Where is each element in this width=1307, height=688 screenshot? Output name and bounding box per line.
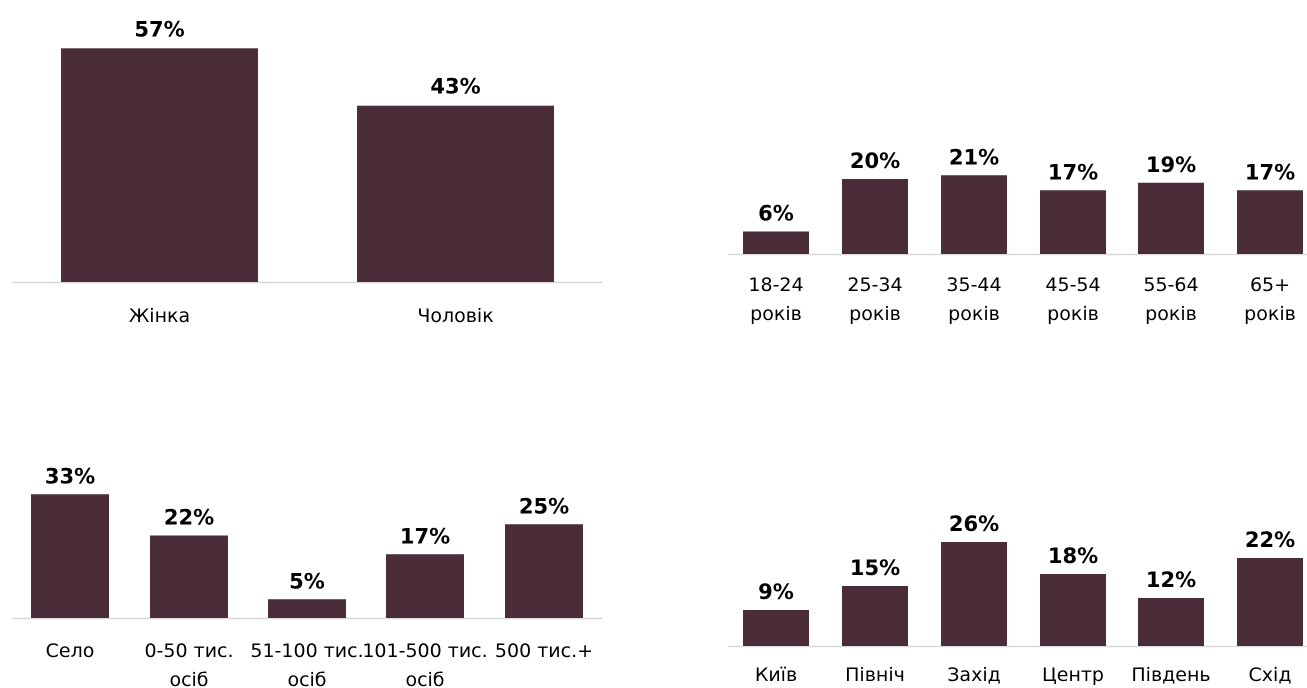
gender-chart: 57% Жінка 43% Чоловік [12, 17, 602, 327]
settlement-bar-4 [505, 524, 583, 618]
region-value-label-0: 9% [758, 580, 794, 604]
gender-category-label-0: Жінка [129, 305, 190, 327]
gender-category-label-1: Чоловік [417, 305, 493, 327]
region-category-label-3: Центр [1042, 664, 1104, 686]
region-value-label-2: 26% [949, 512, 999, 536]
gender-value-label-0: 57% [134, 17, 184, 41]
settlement-category-label-4: 500 тис.+ [495, 640, 593, 662]
age-bar-4 [1138, 182, 1204, 254]
age-value-label-4: 19% [1146, 153, 1196, 177]
region-bar-4 [1138, 598, 1204, 646]
age-value-label-2: 21% [949, 145, 999, 169]
settlement-category-label-3: 101-500 тис. осіб [362, 640, 487, 688]
region-bar-2 [941, 542, 1007, 646]
age-bar-3 [1040, 190, 1106, 254]
region-value-label-4: 12% [1146, 568, 1196, 592]
age-value-label-3: 17% [1048, 160, 1098, 184]
age-value-label-5: 17% [1245, 160, 1295, 184]
age-bar-1 [842, 179, 908, 254]
age-value-label-0: 6% [758, 202, 794, 226]
age-value-label-1: 20% [850, 149, 900, 173]
gender-bar-1 [357, 105, 554, 282]
settlement-value-label-2: 5% [289, 569, 325, 593]
region-bar-1 [842, 586, 908, 646]
settlement-value-label-0: 33% [45, 464, 95, 488]
age-category-label-2: 35-44 років [946, 274, 1001, 325]
settlement-bar-3 [386, 554, 464, 618]
settlement-value-label-4: 25% [519, 494, 569, 518]
settlement-bar-1 [150, 535, 228, 618]
age-bar-5 [1237, 190, 1303, 254]
settlement-category-label-0: Село [46, 640, 95, 662]
settlement-value-label-3: 17% [400, 524, 450, 548]
settlement-bar-0 [31, 494, 109, 618]
gender-value-label-1: 43% [430, 75, 480, 99]
region-value-label-3: 18% [1048, 544, 1098, 568]
age-category-label-5: 65+ років [1244, 274, 1296, 325]
age-category-label-4: 55-64 років [1143, 274, 1198, 325]
age-category-label-0: 18-24 років [748, 274, 803, 325]
settlement-category-label-1: 0-50 тис. осіб [144, 640, 233, 688]
age-bar-0 [743, 231, 809, 254]
region-category-label-5: Схід [1249, 664, 1292, 686]
region-category-label-0: Київ [755, 664, 797, 686]
region-category-label-2: Захід [947, 664, 1000, 686]
region-category-label-4: Південь [1131, 664, 1210, 686]
gender-bar-0 [61, 48, 258, 282]
region-chart: 9% Київ 15% Північ 26% Захід 18% Центр 12% Півден… [728, 512, 1307, 686]
region-bar-3 [1040, 574, 1106, 646]
region-bar-0 [743, 610, 809, 646]
region-value-label-5: 22% [1245, 528, 1295, 552]
settlement-chart: 33% Село 22% 0-50 тис. осіб 5% 51-100 тис. осіб… [12, 464, 602, 688]
age-bar-2 [941, 175, 1007, 254]
age-category-label-1: 25-34 років [847, 274, 902, 325]
region-bar-5 [1237, 558, 1303, 646]
age-category-label-3: 45-54 років [1045, 274, 1100, 325]
settlement-category-label-2: 51-100 тис. осіб [250, 640, 363, 688]
region-category-label-1: Північ [845, 664, 905, 686]
region-value-label-1: 15% [850, 556, 900, 580]
settlement-bar-2 [268, 599, 346, 618]
settlement-value-label-1: 22% [164, 506, 214, 530]
age-chart: 6% 18-24 років 20% 25-34 років 21% 35-44 років 17… [728, 145, 1307, 325]
